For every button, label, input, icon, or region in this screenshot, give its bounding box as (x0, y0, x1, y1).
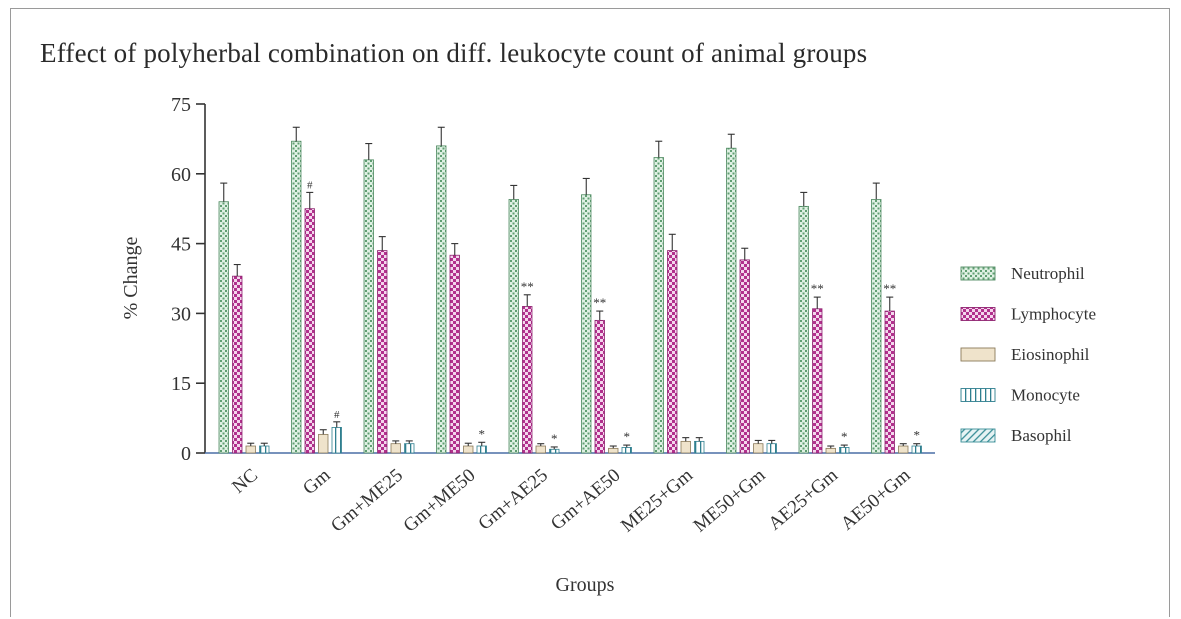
x-tick-label: Gm+AE25 (474, 465, 551, 535)
bar-monocyte-9 (911, 445, 922, 454)
significance-mark: * (914, 428, 921, 443)
bar-neutrophil-6 (653, 157, 664, 454)
x-tick-label: NC (228, 465, 262, 498)
chart-title: Effect of polyherbal combination on diff… (40, 38, 868, 68)
x-tick-label: Gm+ME50 (400, 465, 480, 537)
significance-mark: * (841, 429, 848, 444)
bar-monocyte-8 (839, 447, 850, 454)
bar-lymphocyte-5 (594, 319, 605, 454)
bar-monocyte-3 (476, 445, 487, 454)
significance-mark: * (624, 429, 631, 444)
bar-lymphocyte-3 (449, 254, 460, 454)
bar-neutrophil-8 (798, 205, 809, 454)
bar-neutrophil-9 (871, 198, 882, 454)
x-axis-title: Groups (556, 574, 615, 596)
bar-monocyte-4 (549, 448, 560, 454)
bar-eiosinophil-1 (318, 433, 329, 454)
x-tick-label: Gm (299, 465, 335, 500)
y-tick-label: 15 (171, 373, 191, 395)
bar-lymphocyte-4 (522, 306, 533, 454)
x-tick-label: ME50+Gm (690, 465, 770, 537)
bar-neutrophil-4 (508, 198, 519, 454)
significance-mark: # (334, 409, 340, 421)
bar-eiosinophil-8 (825, 447, 836, 454)
bar-neutrophil-1 (291, 140, 302, 454)
bar-lymphocyte-8 (812, 308, 823, 454)
bar-lymphocyte-0 (232, 275, 243, 454)
bar-eiosinophil-5 (608, 447, 619, 454)
legend-label-lymphocyte: Lymphocyte (1011, 305, 1096, 324)
significance-mark: # (307, 179, 313, 191)
bar-neutrophil-2 (363, 159, 374, 454)
bar-lymphocyte-1 (304, 208, 315, 454)
bar-eiosinophil-2 (390, 443, 401, 454)
legend-label-monocyte: Monocyte (1011, 386, 1080, 405)
significance-mark: ** (883, 281, 896, 296)
legend-swatch-lymphocyte (960, 307, 996, 321)
bar-neutrophil-0 (218, 201, 229, 454)
bar-lymphocyte-7 (739, 259, 750, 454)
legend-label-eiosinophil: Eiosinophil (1011, 345, 1090, 364)
bar-eiosinophil-3 (463, 445, 474, 454)
legend-swatch-basophil (960, 428, 996, 443)
y-tick-label: 60 (171, 164, 191, 186)
legend-label-neutrophil: Neutrophil (1011, 264, 1085, 283)
bar-monocyte-1 (331, 427, 342, 454)
legend-swatch-neutrophil (960, 266, 996, 281)
y-tick-label: 75 (171, 94, 191, 116)
bar-monocyte-6 (694, 440, 705, 454)
bar-eiosinophil-0 (245, 445, 256, 454)
bar-monocyte-0 (259, 445, 270, 454)
bar-neutrophil-3 (436, 145, 447, 454)
legend-swatch-monocyte (960, 388, 996, 402)
bar-monocyte-7 (766, 443, 777, 454)
x-tick-label: AE25+Gm (764, 465, 842, 535)
x-tick-label: Gm+ME25 (327, 465, 407, 537)
bar-eiosinophil-6 (680, 440, 691, 454)
bar-lymphocyte-6 (667, 250, 678, 454)
bar-monocyte-5 (621, 447, 632, 454)
bar-eiosinophil-7 (753, 443, 764, 454)
significance-mark: ** (521, 279, 534, 294)
y-tick-label: 0 (181, 443, 191, 465)
legend-label-basophil: Basophil (1011, 426, 1072, 445)
y-tick-label: 30 (171, 303, 191, 325)
significance-mark: ** (811, 281, 824, 296)
x-tick-label: ME25+Gm (617, 465, 697, 537)
significance-mark: ** (593, 295, 606, 310)
y-axis-title: % Change (120, 237, 142, 320)
bar-neutrophil-7 (726, 147, 737, 454)
significance-mark: * (551, 431, 558, 446)
bar-lymphocyte-2 (377, 250, 388, 454)
bar-monocyte-2 (404, 443, 415, 454)
significance-mark: * (479, 426, 486, 441)
x-tick-label: Gm+AE50 (547, 465, 624, 535)
bar-eiosinophil-4 (535, 445, 546, 454)
legend-swatch-eiosinophil (960, 347, 996, 362)
bar-eiosinophil-9 (898, 445, 909, 454)
bar-lymphocyte-9 (884, 310, 895, 454)
x-tick-label: AE50+Gm (837, 465, 915, 535)
y-tick-label: 45 (171, 234, 191, 256)
chart-frame (10, 8, 1170, 617)
bar-neutrophil-5 (581, 194, 592, 454)
